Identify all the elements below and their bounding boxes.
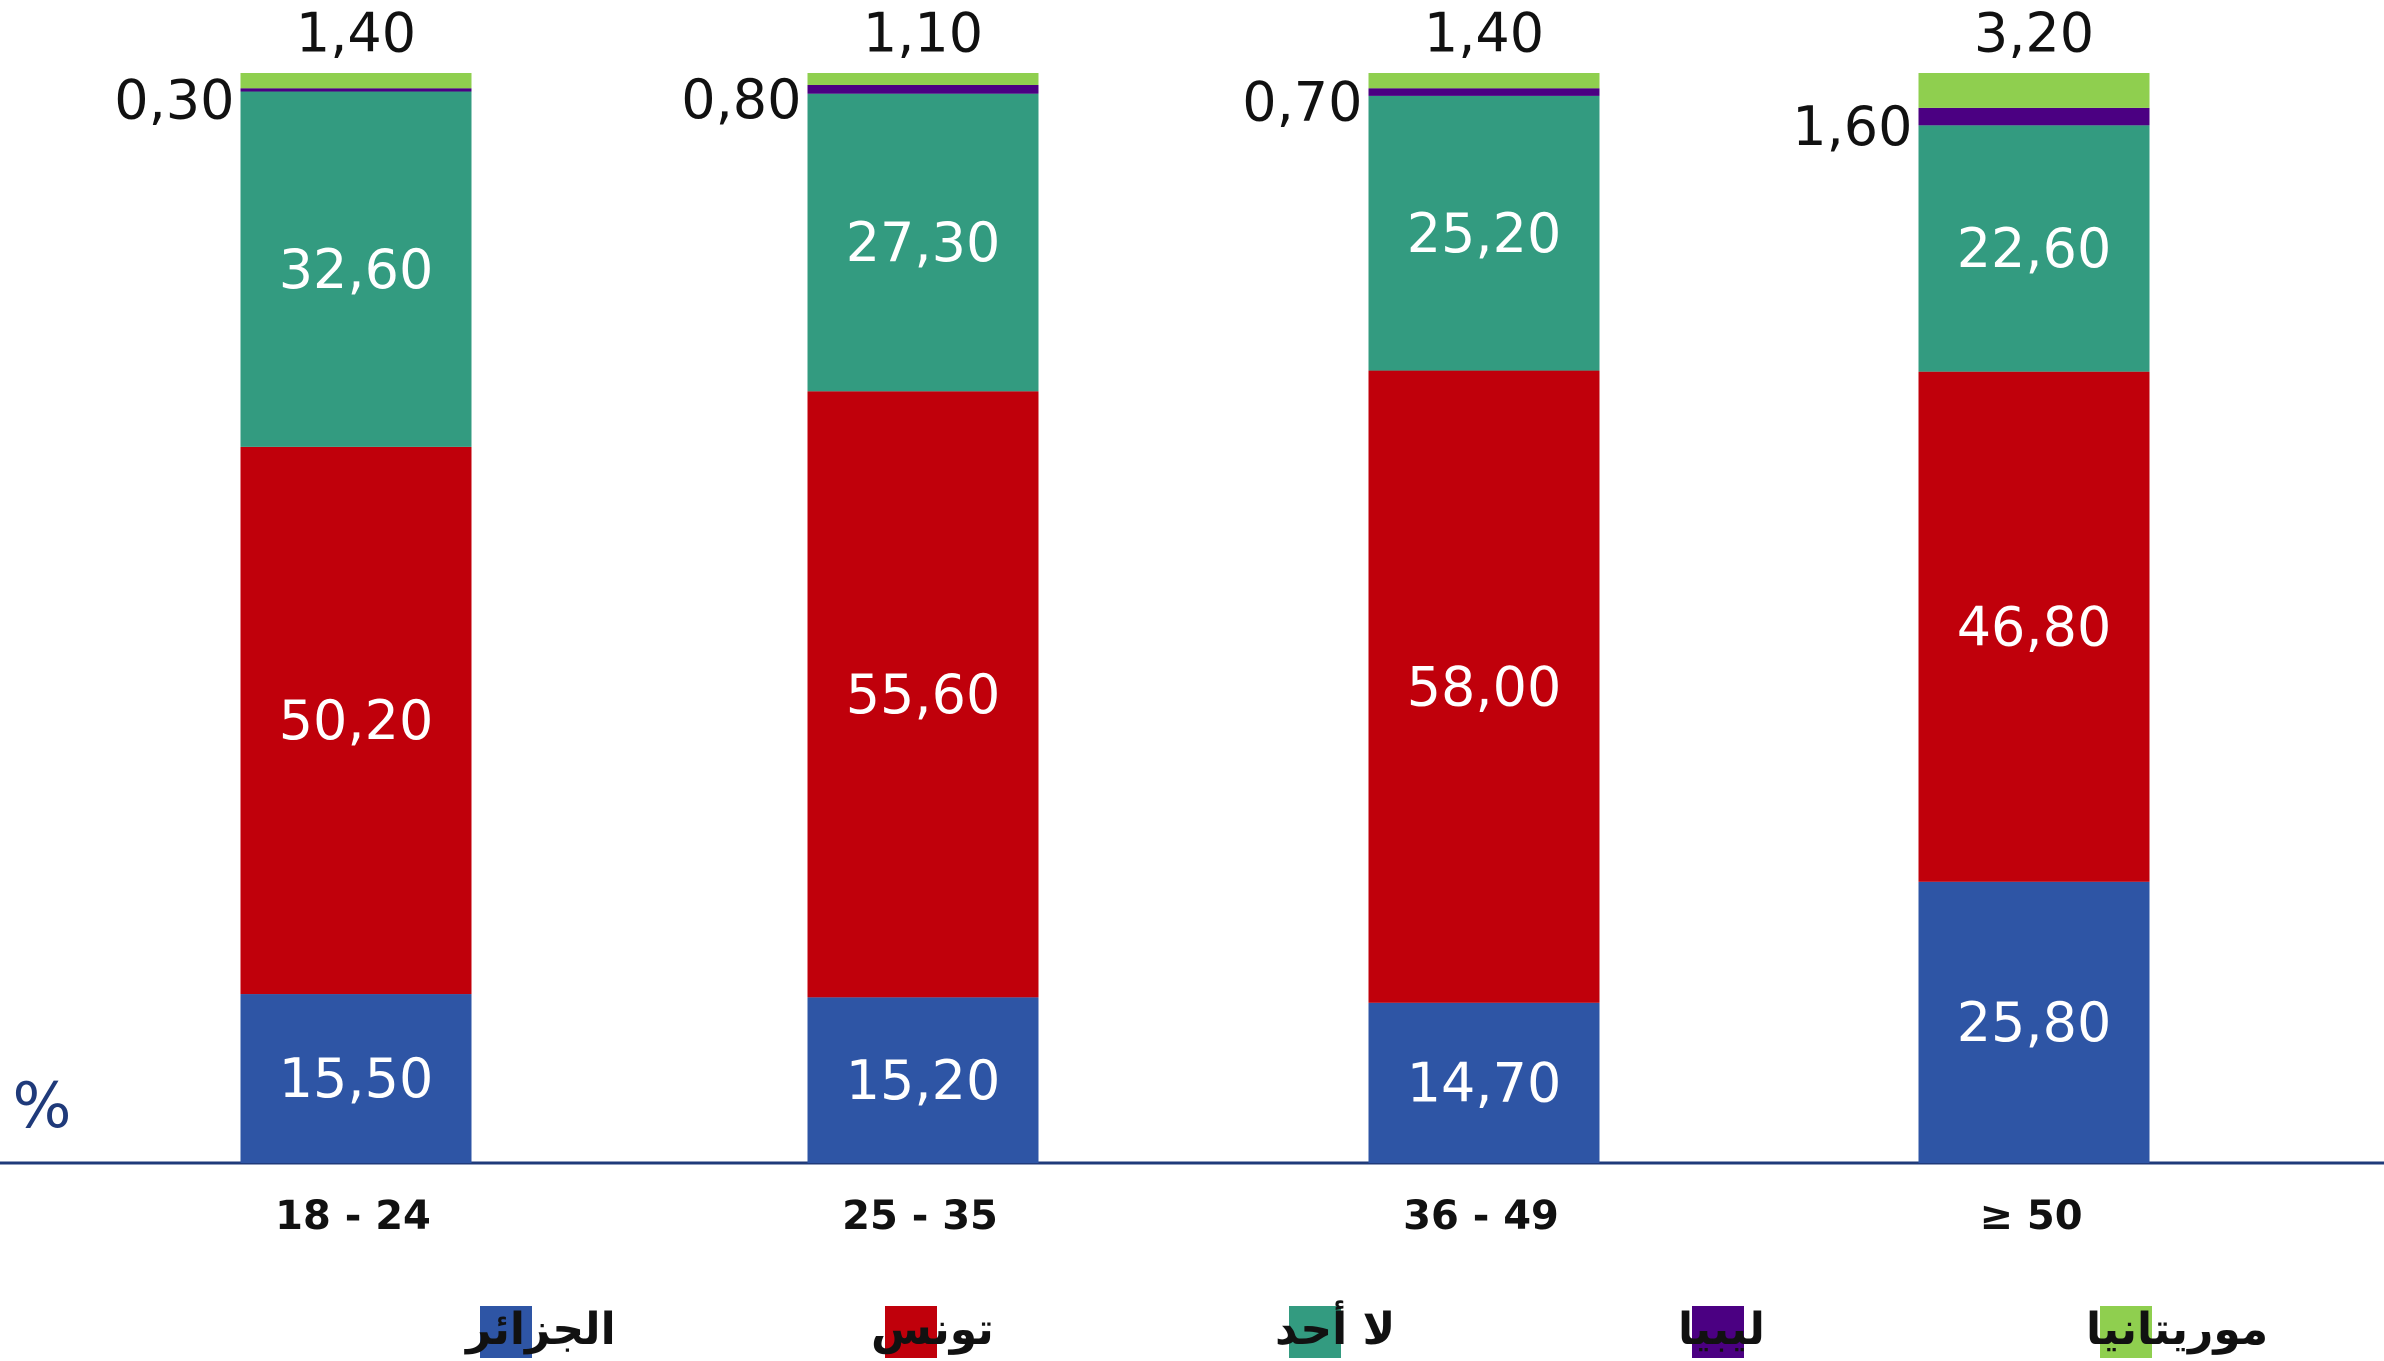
- value-label: 55,60: [846, 663, 1001, 726]
- legend-label: الجزائر: [464, 1304, 616, 1355]
- value-label: 15,50: [279, 1047, 434, 1110]
- value-label: 0,30: [114, 69, 234, 132]
- legend-swatch: [1289, 1306, 1341, 1358]
- legend-label: تونس: [871, 1304, 994, 1355]
- value-label: 15,20: [846, 1049, 1001, 1112]
- value-label: 0,70: [1242, 71, 1362, 134]
- bar-segment: [1368, 1002, 1600, 1163]
- value-label: 1,60: [1792, 95, 1912, 158]
- bar-segment: [807, 391, 1039, 998]
- value-label: 1,10: [863, 2, 983, 65]
- legend-swatch: [2100, 1306, 2152, 1358]
- legend-label: موريتانيا: [2086, 1304, 2268, 1355]
- bar-segment: [807, 997, 1039, 1163]
- value-label: 14,70: [1407, 1052, 1562, 1115]
- bar-segment: [1368, 88, 1600, 96]
- value-label: 27,30: [846, 211, 1001, 274]
- value-label: 22,60: [1957, 217, 2112, 280]
- bar-segment: [807, 93, 1039, 392]
- value-label: 50,20: [279, 689, 434, 752]
- value-label: 1,40: [1424, 2, 1544, 65]
- bar-segment: [807, 84, 1039, 94]
- bar-segment: [240, 73, 472, 89]
- value-label: 58,00: [1407, 655, 1562, 718]
- x-tick-label: 18 - 24: [275, 1193, 431, 1239]
- bar-segment: [1918, 125, 2150, 372]
- value-label: 1,40: [296, 2, 416, 65]
- x-tick-label: 25 - 35: [842, 1193, 998, 1239]
- value-label: 25,80: [1957, 991, 2112, 1054]
- value-label: 46,80: [1957, 595, 2112, 658]
- bar-segment: [240, 446, 472, 995]
- x-tick-label: ≥ 50: [1979, 1193, 2082, 1239]
- value-label: 3,20: [1974, 2, 2094, 65]
- bar-segment: [1368, 73, 1600, 89]
- legend-label: لا أحد: [1275, 1300, 1395, 1355]
- value-label: 32,60: [279, 238, 434, 301]
- legend-swatch: [1692, 1306, 1744, 1358]
- y-unit: %: [13, 1069, 72, 1142]
- bar-segment: [1918, 371, 2150, 882]
- bar-segment: [240, 91, 472, 447]
- legend-label: ليبيا: [1678, 1304, 1765, 1355]
- bar-segment: [1918, 73, 2150, 108]
- bar-segment: [1918, 107, 2150, 126]
- bar-segment: [240, 88, 472, 92]
- legend-swatch: [480, 1306, 532, 1358]
- value-label: 0,80: [681, 68, 801, 131]
- bar-segment: [1368, 95, 1600, 371]
- legend-swatch: [885, 1306, 937, 1358]
- value-label: 25,20: [1407, 202, 1562, 265]
- bar-segment: [240, 994, 472, 1163]
- bar-segment: [1368, 370, 1600, 1003]
- bar-segment: [807, 73, 1039, 85]
- x-tick-label: 36 - 49: [1403, 1193, 1559, 1239]
- bar-segment: [1918, 881, 2150, 1163]
